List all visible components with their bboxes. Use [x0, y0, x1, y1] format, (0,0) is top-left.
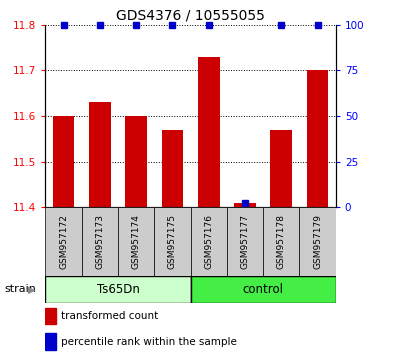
Bar — [271, 130, 292, 207]
Bar — [227, 207, 263, 276]
Bar — [198, 57, 220, 207]
Bar — [162, 130, 183, 207]
Text: percentile rank within the sample: percentile rank within the sample — [61, 337, 237, 347]
Bar — [45, 333, 56, 350]
Text: GSM957176: GSM957176 — [204, 214, 213, 269]
Bar — [45, 308, 56, 324]
Bar — [45, 276, 190, 303]
Bar — [118, 207, 154, 276]
Bar — [234, 202, 256, 207]
Bar — [307, 70, 329, 207]
Bar — [154, 207, 191, 276]
Text: control: control — [243, 283, 284, 296]
Text: GSM957179: GSM957179 — [313, 214, 322, 269]
Bar — [45, 207, 82, 276]
Text: GSM957173: GSM957173 — [95, 214, 104, 269]
Bar — [82, 207, 118, 276]
Bar — [89, 102, 111, 207]
Text: GSM957178: GSM957178 — [277, 214, 286, 269]
Bar — [53, 116, 75, 207]
Bar — [263, 207, 299, 276]
Bar — [190, 207, 227, 276]
Bar — [190, 276, 336, 303]
Bar — [125, 116, 147, 207]
Text: GSM957175: GSM957175 — [168, 214, 177, 269]
Text: strain: strain — [4, 284, 36, 295]
Text: GSM957174: GSM957174 — [132, 214, 141, 269]
Text: GSM957177: GSM957177 — [241, 214, 250, 269]
Bar — [299, 207, 336, 276]
Text: ▶: ▶ — [28, 284, 35, 295]
Text: GSM957172: GSM957172 — [59, 214, 68, 269]
Title: GDS4376 / 10555055: GDS4376 / 10555055 — [116, 8, 265, 22]
Text: transformed count: transformed count — [61, 311, 159, 321]
Text: Ts65Dn: Ts65Dn — [96, 283, 139, 296]
